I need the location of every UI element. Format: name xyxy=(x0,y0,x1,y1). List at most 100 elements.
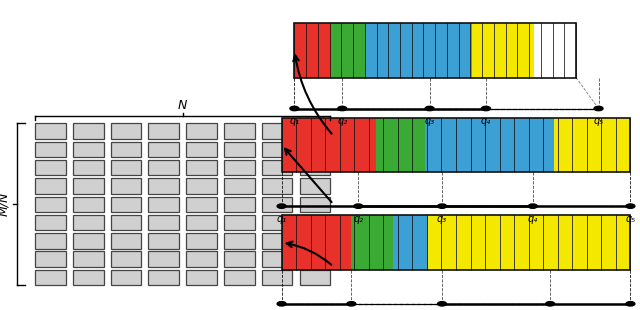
Bar xyxy=(111,197,141,212)
Bar xyxy=(73,233,104,249)
Bar xyxy=(148,160,179,175)
Bar xyxy=(300,123,330,139)
Bar xyxy=(262,197,292,212)
Bar xyxy=(262,270,292,285)
Bar xyxy=(224,160,255,175)
Bar xyxy=(35,270,66,285)
Text: q₄: q₄ xyxy=(481,116,491,126)
Text: q₂: q₂ xyxy=(337,116,348,126)
Bar xyxy=(262,215,292,230)
Bar xyxy=(111,215,141,230)
Bar xyxy=(73,178,104,194)
Bar xyxy=(224,251,255,267)
Circle shape xyxy=(438,302,447,306)
Bar xyxy=(111,160,141,175)
Bar xyxy=(148,197,179,212)
Circle shape xyxy=(546,302,555,306)
Bar xyxy=(554,118,630,172)
Bar xyxy=(186,123,217,139)
Bar xyxy=(111,178,141,194)
Bar xyxy=(186,251,217,267)
Bar xyxy=(35,142,66,157)
Circle shape xyxy=(626,302,635,306)
Bar xyxy=(428,215,630,270)
Bar xyxy=(282,118,630,172)
Bar xyxy=(262,142,292,157)
Bar xyxy=(111,142,141,157)
Bar xyxy=(282,215,630,270)
Circle shape xyxy=(290,106,299,111)
Bar xyxy=(148,123,179,139)
Bar xyxy=(148,178,179,194)
Bar xyxy=(262,123,292,139)
Text: q₁: q₁ xyxy=(276,214,287,224)
Bar xyxy=(351,215,393,270)
Bar xyxy=(262,251,292,267)
Bar xyxy=(300,233,330,249)
Bar xyxy=(73,123,104,139)
Bar xyxy=(224,270,255,285)
Bar xyxy=(148,142,179,157)
Circle shape xyxy=(425,106,434,111)
Bar xyxy=(35,123,66,139)
Bar xyxy=(224,142,255,157)
Bar xyxy=(186,142,217,157)
Bar xyxy=(35,160,66,175)
Bar xyxy=(294,23,331,78)
Bar xyxy=(35,215,66,230)
Bar xyxy=(282,215,351,270)
Circle shape xyxy=(626,204,635,208)
Circle shape xyxy=(338,106,347,111)
Bar xyxy=(331,23,365,78)
Bar xyxy=(224,233,255,249)
Bar xyxy=(148,251,179,267)
Bar xyxy=(186,178,217,194)
Text: q₅: q₅ xyxy=(593,116,604,126)
Bar xyxy=(73,251,104,267)
Circle shape xyxy=(594,106,603,111)
Bar xyxy=(224,123,255,139)
Text: q₂: q₂ xyxy=(353,214,364,224)
Bar xyxy=(111,233,141,249)
Bar xyxy=(472,23,534,78)
Bar xyxy=(300,215,330,230)
Bar xyxy=(73,270,104,285)
Text: q₁: q₁ xyxy=(289,116,300,126)
Bar xyxy=(300,270,330,285)
Text: M/N: M/N xyxy=(0,192,10,216)
Bar xyxy=(186,160,217,175)
Bar xyxy=(376,118,424,172)
Bar xyxy=(186,197,217,212)
Bar xyxy=(73,197,104,212)
Bar xyxy=(300,197,330,212)
Text: q₅: q₅ xyxy=(625,214,636,224)
Bar xyxy=(300,142,330,157)
Bar xyxy=(148,270,179,285)
Circle shape xyxy=(277,302,286,306)
Bar xyxy=(282,118,376,172)
Bar xyxy=(35,197,66,212)
Circle shape xyxy=(438,204,447,208)
Bar xyxy=(300,251,330,267)
Circle shape xyxy=(354,204,363,208)
Bar xyxy=(224,197,255,212)
Bar xyxy=(73,215,104,230)
Bar xyxy=(262,178,292,194)
Bar xyxy=(393,215,428,270)
Bar xyxy=(35,233,66,249)
Bar xyxy=(224,215,255,230)
Bar xyxy=(294,23,576,78)
Bar xyxy=(224,178,255,194)
Bar xyxy=(73,160,104,175)
Bar xyxy=(186,215,217,230)
Text: q₃: q₃ xyxy=(437,214,447,224)
Circle shape xyxy=(481,106,490,111)
Text: q₃: q₃ xyxy=(424,116,435,126)
Bar xyxy=(424,118,554,172)
Bar xyxy=(365,23,472,78)
Bar xyxy=(148,233,179,249)
Circle shape xyxy=(347,302,356,306)
Bar xyxy=(111,123,141,139)
Text: q₄: q₄ xyxy=(527,214,538,224)
Circle shape xyxy=(528,204,537,208)
